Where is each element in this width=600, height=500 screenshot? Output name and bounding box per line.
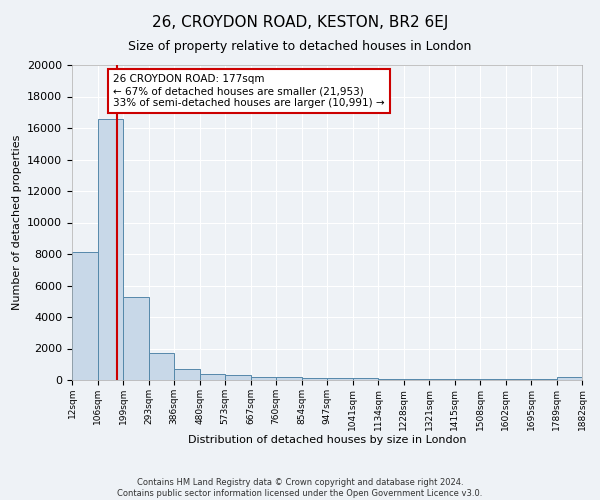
Text: Contains HM Land Registry data © Crown copyright and database right 2024.
Contai: Contains HM Land Registry data © Crown c… [118,478,482,498]
Bar [225,376,251,380]
Bar [557,377,582,380]
Bar [404,379,429,380]
Text: 26, CROYDON ROAD, KESTON, BR2 6EJ: 26, CROYDON ROAD, KESTON, BR2 6EJ [152,15,448,30]
Bar [149,353,174,380]
Bar [174,369,200,380]
Bar [353,378,378,380]
X-axis label: Distribution of detached houses by size in London: Distribution of detached houses by size … [188,436,466,446]
Bar [455,379,480,380]
Bar [327,378,353,380]
Bar [123,296,149,380]
Bar [276,377,302,380]
Bar [251,376,276,380]
Bar [200,374,225,380]
Text: 26 CROYDON ROAD: 177sqm
← 67% of detached houses are smaller (21,953)
33% of sem: 26 CROYDON ROAD: 177sqm ← 67% of detache… [113,74,385,108]
Bar [378,378,404,380]
Bar [98,118,123,380]
Bar [429,379,455,380]
Bar [302,378,327,380]
Text: Size of property relative to detached houses in London: Size of property relative to detached ho… [128,40,472,53]
Y-axis label: Number of detached properties: Number of detached properties [11,135,22,310]
Bar [72,252,98,380]
